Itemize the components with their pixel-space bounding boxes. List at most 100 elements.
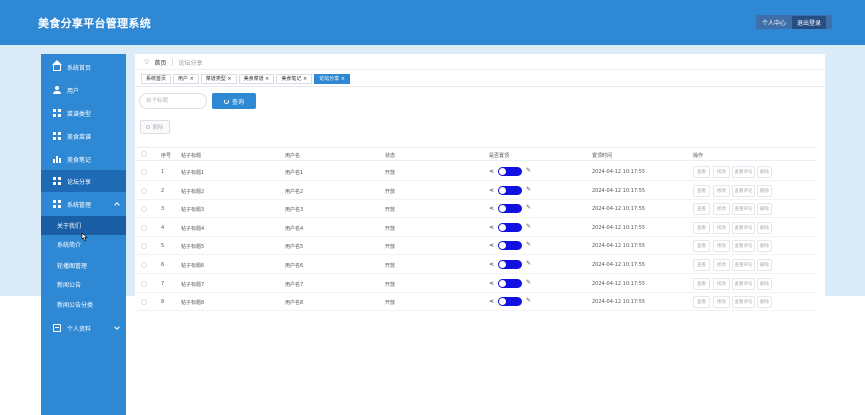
edit-button[interactable]: 修改 (713, 203, 730, 216)
share-icon[interactable]: ⋖ (489, 242, 495, 250)
row-checkbox[interactable] (141, 299, 147, 306)
edit-button[interactable]: 修改 (713, 277, 730, 290)
cell-user: 用户名1 (285, 170, 304, 176)
sidebar-item-notes[interactable]: 美食笔记 (41, 148, 126, 170)
edit-button[interactable]: 修改 (713, 221, 730, 234)
cell-user: 用户名2 (285, 188, 304, 195)
pin-toggle[interactable] (498, 241, 522, 251)
cell-top-time: 2024-04-12 10:17:55 (592, 299, 646, 306)
row-checkbox[interactable] (141, 262, 147, 268)
row-checkbox[interactable] (141, 187, 147, 194)
edit-button[interactable]: 修改 (713, 296, 730, 309)
delete-row-button[interactable]: 删除 (757, 221, 772, 234)
sidebar-item-profile[interactable]: 个人资料 (41, 317, 126, 339)
view-button[interactable]: 查看 (693, 203, 710, 216)
view-comments-button[interactable]: 查看评论 (732, 203, 755, 216)
pin-toggle[interactable] (498, 185, 522, 195)
sidebar-item-recipe-type[interactable]: 菜谱类型 (41, 102, 126, 124)
edit-icon[interactable]: ✎ (526, 260, 532, 267)
edit-icon[interactable]: ✎ (526, 222, 532, 230)
pin-toggle[interactable] (498, 167, 522, 176)
delete-row-button[interactable]: 删除 (757, 203, 772, 216)
view-comments-button[interactable]: 查看评论 (732, 259, 755, 271)
edit-icon[interactable]: ✎ (526, 185, 532, 193)
delete-row-button[interactable]: 删除 (757, 240, 772, 253)
sidebar-item-recipes[interactable]: 美食菜谱 (41, 125, 126, 147)
query-button-label: 查询 (231, 98, 244, 106)
tab-item[interactable]: 美食菜谱 × (238, 74, 275, 84)
delete-row-button[interactable]: 删除 (757, 296, 772, 309)
share-icon[interactable]: ⋖ (489, 186, 495, 194)
share-icon[interactable]: ⋖ (489, 223, 495, 231)
cell-no: 4 (161, 224, 165, 231)
personal-center-button[interactable]: 个人中心 (762, 19, 787, 27)
row-checkbox[interactable] (141, 169, 147, 175)
sidebar-item-system[interactable]: 系统管理 (41, 193, 126, 215)
view-comments-button[interactable]: 查看评论 (732, 184, 755, 197)
edit-button[interactable]: 修改 (713, 184, 730, 197)
search-input[interactable]: 帖子标题 (139, 93, 207, 109)
delete-button[interactable]: 删除 (140, 120, 170, 134)
view-comments-button[interactable]: 查看评论 (732, 296, 755, 309)
view-button[interactable]: 查看 (693, 221, 710, 234)
sidebar-item-forum[interactable]: 论坛分享 (41, 170, 126, 192)
grid-icon (53, 109, 61, 117)
pin-toggle[interactable] (498, 260, 522, 269)
share-icon[interactable]: ⋖ (489, 298, 495, 306)
cell-no: 7 (161, 280, 165, 287)
app-title: 美食分享平台管理系统 (38, 17, 151, 30)
pin-toggle[interactable] (498, 204, 522, 214)
row-checkbox[interactable] (141, 224, 147, 231)
delete-row-button[interactable]: 删除 (757, 184, 772, 197)
view-comments-button[interactable]: 查看评论 (732, 277, 755, 290)
edit-icon[interactable]: ✎ (526, 241, 532, 249)
pin-toggle[interactable] (498, 278, 522, 288)
sidebar-item-home[interactable]: 系统首页 (41, 56, 126, 78)
cell-status: 开放 (385, 170, 396, 176)
cell-top-time: 2024-04-12 10:17:55 (592, 262, 646, 268)
sidebar-sub-news[interactable]: 新闻公告 (57, 282, 82, 289)
breadcrumb-home[interactable]: 首页 (154, 60, 167, 67)
edit-button[interactable]: 修改 (713, 259, 730, 271)
sidebar-item-users[interactable]: 用户 (41, 79, 126, 101)
row-checkbox[interactable] (141, 280, 147, 287)
sidebar-sub-about[interactable]: 关于我们 (41, 216, 126, 235)
tab-item[interactable]: 系统首页 (141, 74, 172, 84)
logout-button[interactable]: 退出登录 (792, 15, 827, 29)
view-button[interactable]: 查看 (693, 296, 710, 309)
view-button[interactable]: 查看 (693, 277, 710, 290)
tab-item[interactable]: 菜谱类型 × (200, 74, 237, 84)
view-button[interactable]: 查看 (693, 166, 710, 178)
row-checkbox[interactable] (141, 206, 147, 213)
edit-button[interactable]: 修改 (713, 166, 730, 178)
view-comments-button[interactable]: 查看评论 (732, 240, 755, 253)
view-button[interactable]: 查看 (693, 240, 710, 253)
tab-item[interactable]: 美食笔记 × (276, 74, 313, 84)
query-button[interactable]: 查询 (212, 93, 256, 109)
share-icon[interactable]: ⋖ (489, 279, 495, 287)
share-icon[interactable]: ⋖ (489, 261, 495, 268)
view-comments-button[interactable]: 查看评论 (732, 221, 755, 234)
pin-toggle[interactable] (498, 222, 522, 232)
sidebar-sub-carousel[interactable]: 轮播图管理 (57, 263, 88, 270)
sidebar-sub-intro[interactable]: 系统简介 (57, 242, 82, 249)
view-button[interactable]: 查看 (693, 259, 710, 271)
view-button[interactable]: 查看 (693, 184, 710, 197)
edit-icon[interactable]: ✎ (526, 204, 532, 212)
delete-row-button[interactable]: 删除 (757, 166, 772, 178)
edit-icon[interactable]: ✎ (526, 167, 532, 174)
select-all-checkbox[interactable] (141, 151, 147, 157)
share-icon[interactable]: ⋖ (489, 168, 495, 175)
delete-row-button[interactable]: 删除 (757, 277, 772, 290)
edit-icon[interactable]: ✎ (526, 297, 532, 305)
tab-item[interactable]: 用户 × (173, 74, 199, 84)
view-comments-button[interactable]: 查看评论 (732, 166, 755, 178)
share-icon[interactable]: ⋖ (489, 205, 495, 213)
pin-toggle[interactable] (498, 297, 522, 307)
row-checkbox[interactable] (141, 243, 147, 250)
edit-icon[interactable]: ✎ (526, 278, 532, 286)
sidebar-sub-news-category[interactable]: 新闻公告分类 (57, 302, 94, 309)
tab-item[interactable]: 论坛分享 × (314, 74, 350, 84)
delete-row-button[interactable]: 删除 (757, 259, 772, 271)
edit-button[interactable]: 修改 (713, 240, 730, 253)
